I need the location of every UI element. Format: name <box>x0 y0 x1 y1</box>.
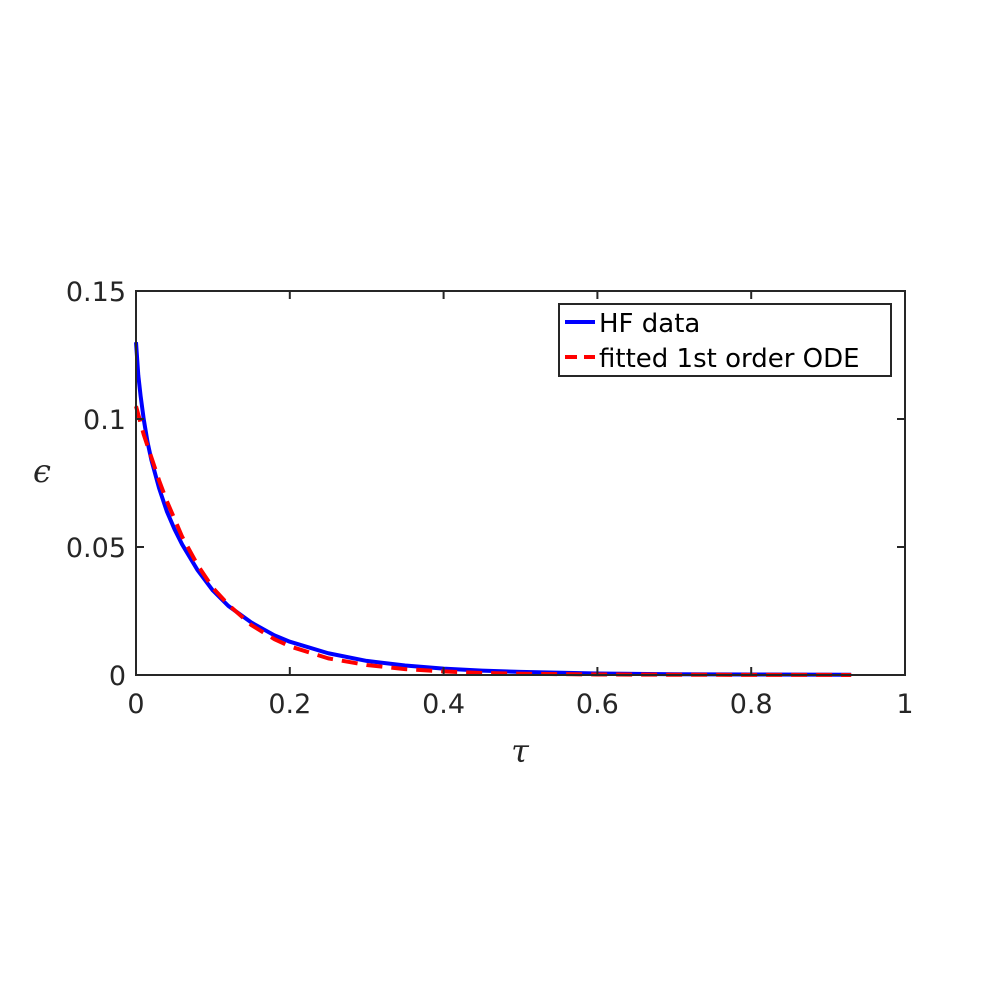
y-axis-label: ϵ <box>33 452 51 490</box>
y-tick-label: 0.1 <box>83 405 126 436</box>
legend-label-fitted-ode: fitted 1st order ODE <box>599 344 860 374</box>
plot-area-frame <box>135 290 906 676</box>
y-tick-label: 0 <box>109 661 126 692</box>
legend-box <box>558 303 892 377</box>
legend-label-hf-data: HF data <box>599 309 700 339</box>
x-axis-label: τ <box>511 732 530 770</box>
legend: HF data fitted 1st order ODE <box>558 303 892 377</box>
x-tick-label: 0.2 <box>268 689 311 720</box>
x-tick-label: 0.6 <box>576 689 619 720</box>
x-tick-label: 0.8 <box>730 689 773 720</box>
x-tick-label: 0 <box>127 689 144 720</box>
series-line-fitted-ode <box>134 405 852 677</box>
x-tick-label: 1 <box>896 689 913 720</box>
y-tick-label: 0.05 <box>66 533 126 564</box>
x-tick-label: 0.4 <box>422 689 465 720</box>
y-tick-label: 0.15 <box>66 277 126 308</box>
